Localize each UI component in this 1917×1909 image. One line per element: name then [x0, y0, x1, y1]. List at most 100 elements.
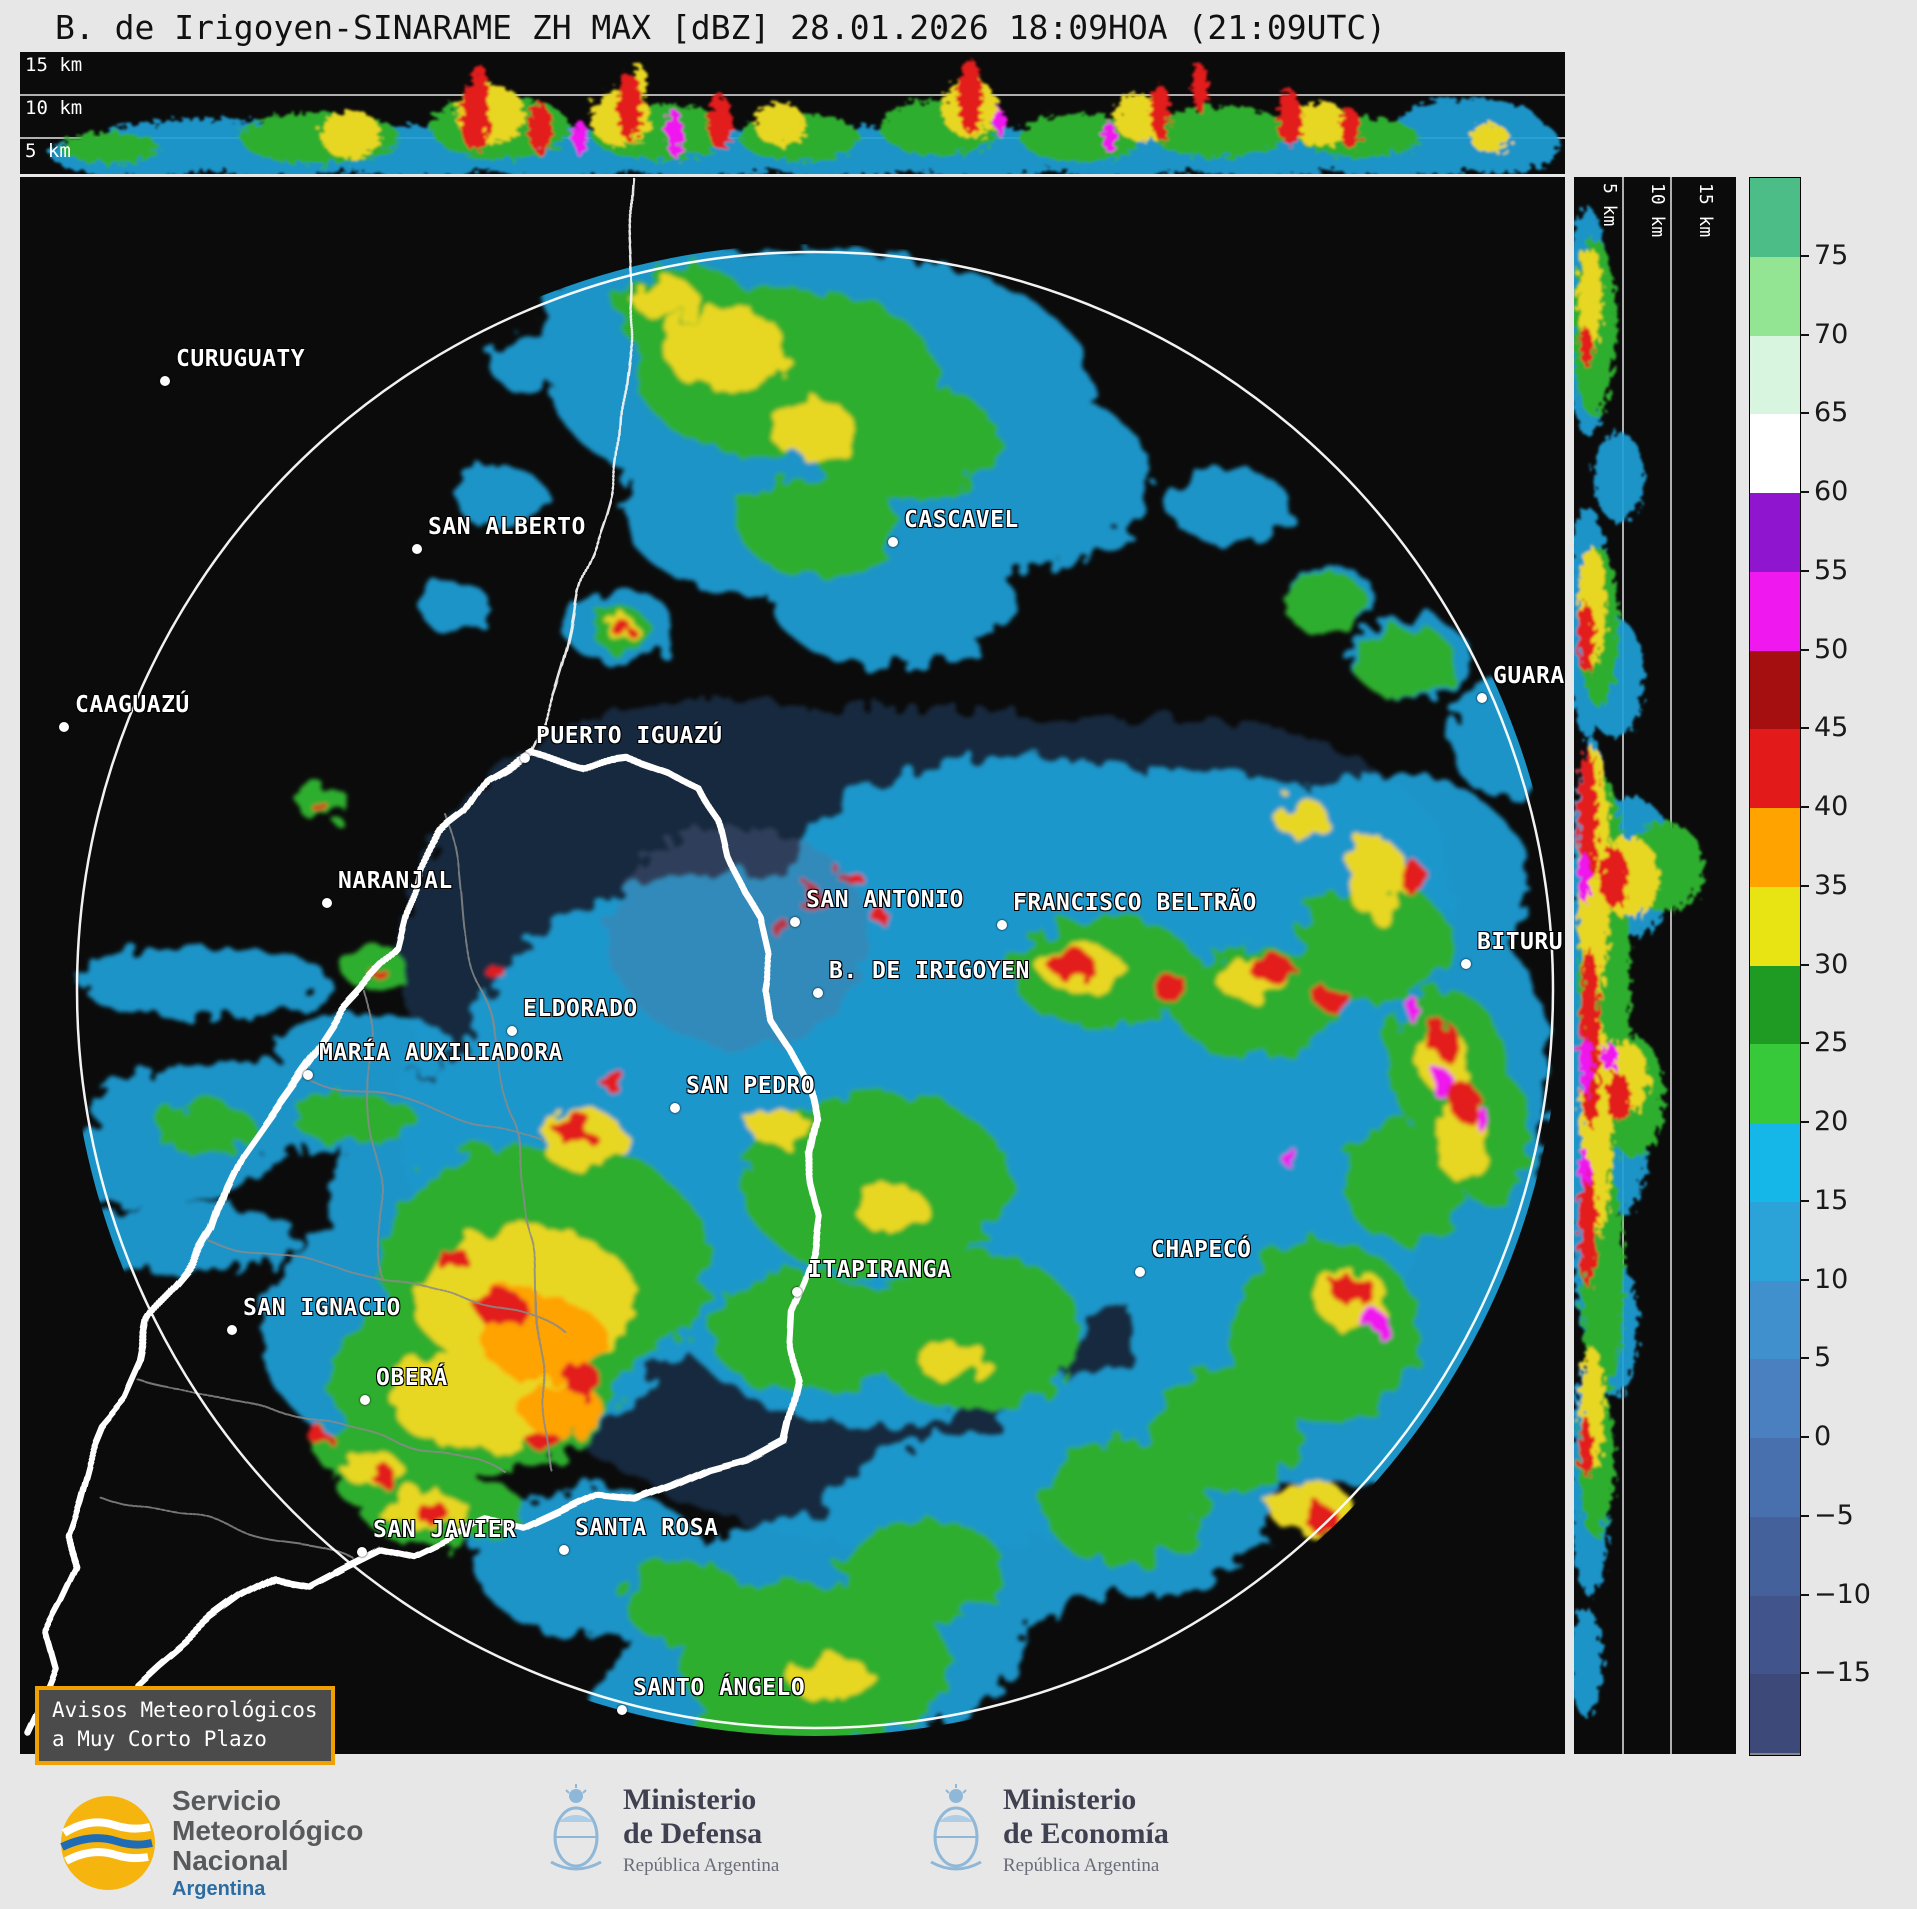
colorbar-tick-label: 40	[1814, 791, 1849, 822]
smn-line3: Nacional	[172, 1845, 289, 1877]
ministry-defensa-block: Ministerio de Defensa República Argentin…	[545, 1782, 779, 1878]
colorbar-segment	[1750, 886, 1800, 966]
colorbar-tick-mark	[1800, 1042, 1809, 1045]
colorbar-tick-label: 70	[1814, 318, 1849, 350]
river-parana	[24, 749, 536, 1737]
colorbar-tick-mark	[1800, 1593, 1809, 1596]
radar-map-plot	[24, 177, 1555, 1754]
right-profile-echoes	[1574, 207, 1704, 1717]
radar-echoes	[69, 244, 1550, 1736]
smn-line2: Meteorológico	[172, 1815, 364, 1847]
right-profile-plot	[1574, 177, 1704, 1754]
colorbar-tick-mark	[1800, 1121, 1809, 1123]
colorbar-tick-mark	[1800, 963, 1809, 966]
city-dot	[1135, 1267, 1145, 1277]
city-dot	[790, 917, 800, 927]
warning-box-line1: Avisos Meteorológicos	[52, 1698, 318, 1722]
city-dot	[227, 1325, 237, 1335]
colorbar-tick-mark	[1800, 1199, 1809, 1202]
colorbar-segment	[1750, 1674, 1800, 1753]
height-label-5km: 5 km	[25, 140, 71, 162]
height-label-15km: 15 km	[25, 54, 83, 76]
height-label-5km-right: 5 km	[1599, 183, 1620, 227]
smn-line1: Servicio	[172, 1785, 281, 1816]
height-label-15km-right: 15 km	[1695, 183, 1716, 238]
city-label: SAN ALBERTO	[428, 514, 586, 540]
colorbar-tick-mark	[1800, 727, 1809, 730]
colorbar-tick-mark	[1800, 569, 1809, 572]
ministry-subtitle: República Argentina	[1003, 1854, 1160, 1876]
city-label: B. DE IRIGOYEN	[829, 958, 1030, 984]
colorbar-segment	[1750, 493, 1800, 572]
colorbar-tick-mark	[1800, 333, 1809, 336]
warning-box-line2: a Muy Corto Plazo	[52, 1727, 267, 1752]
coat-of-arms-icon	[930, 1784, 982, 1871]
page-title: B. de Irigoyen-SINARAME ZH MAX [dBZ] 28.…	[55, 8, 1387, 47]
right-height-profile-panel: 5 km 10 km 15 km	[1574, 177, 1736, 1754]
smn-country: Argentina	[172, 1877, 266, 1900]
smn-logo-icon	[60, 1796, 155, 1891]
top-profile-echoes	[50, 58, 1560, 174]
colorbar-segment	[1750, 1595, 1800, 1675]
colorbar-tick-label: 15	[1814, 1184, 1849, 1216]
city-dot	[59, 722, 69, 732]
colorbar-segment	[1750, 571, 1800, 651]
ministry-name: Ministerio de Economía	[1003, 1783, 1169, 1850]
ministry-title-line2: de Defensa	[623, 1817, 763, 1850]
city-dot	[507, 1026, 517, 1036]
colorbar-segment	[1750, 256, 1800, 336]
river-thin-border	[530, 177, 637, 755]
city-label: NARANJAL	[338, 868, 453, 894]
city-label: BITURU	[1477, 929, 1564, 955]
city-label: GUARA	[1493, 663, 1565, 689]
colorbar-tick-label: 20	[1814, 1106, 1849, 1137]
warning-box: Avisos Meteorológicos a Muy Corto Plazo	[35, 1686, 335, 1765]
colorbar-tick-label: 50	[1814, 633, 1849, 665]
top-height-profile-panel: 15 km 10 km 5 km	[20, 52, 1565, 174]
city-dot	[520, 753, 530, 763]
colorbar-segment	[1750, 1123, 1800, 1202]
colorbar-tick-mark	[1800, 1436, 1809, 1438]
city-dot	[160, 376, 170, 386]
colorbar-tick-label: 45	[1814, 712, 1849, 744]
city-label: SANTO ÁNGELO	[633, 1675, 806, 1701]
colorbar-tick-label: 35	[1814, 869, 1849, 901]
colorbar-tick-label: 25	[1814, 1027, 1849, 1059]
city-dot	[360, 1395, 370, 1405]
colorbar-tick-mark	[1800, 806, 1809, 808]
city-dot	[792, 1287, 802, 1297]
city-label: PUERTO IGUAZÚ	[536, 723, 723, 749]
colorbar-segment	[1750, 178, 1800, 257]
city-dot	[322, 898, 332, 908]
colorbar-segment	[1750, 1201, 1800, 1281]
ministry-name: Ministerio de Defensa	[623, 1783, 779, 1850]
city-layer: CURUGUATY SAN ALBERTO CASCAVEL CAAGUAZÚ PUER…	[20, 177, 1565, 1754]
city-label: SAN ANTONIO	[806, 887, 964, 913]
colorbar-segment	[1750, 335, 1800, 415]
ministry-subtitle: República Argentina	[623, 1854, 780, 1876]
city-label: SAN JAVIER	[373, 1517, 517, 1543]
colorbar-segment	[1750, 650, 1800, 730]
colorbar-tick-mark	[1800, 1514, 1809, 1517]
colorbar-tick-label: 5	[1814, 1342, 1832, 1374]
colorbar-segment	[1750, 1044, 1800, 1123]
colorbar	[1749, 177, 1801, 1756]
colorbar-tick-label: 65	[1814, 397, 1849, 429]
colorbar-tick-label: 30	[1814, 948, 1849, 980]
colorbar-tick-mark	[1800, 1278, 1809, 1281]
colorbar-segment	[1750, 1359, 1800, 1438]
admin-boundaries	[99, 816, 563, 1558]
city-dot	[1477, 693, 1487, 703]
city-dot	[617, 1705, 627, 1715]
border-river-uruguay	[71, 749, 824, 1754]
colorbar-tick-mark	[1800, 491, 1809, 493]
city-label: CAAGUAZÚ	[75, 692, 190, 718]
city-dot	[357, 1547, 367, 1557]
colorbar-tick-mark	[1800, 648, 1809, 651]
colorbar-tick-mark	[1800, 884, 1809, 887]
colorbar-segment	[1750, 1516, 1800, 1596]
city-label: ITAPIRANGA	[808, 1257, 952, 1283]
colorbar-tick-label: −10	[1814, 1578, 1871, 1610]
colorbar-tick-mark	[1800, 412, 1809, 415]
